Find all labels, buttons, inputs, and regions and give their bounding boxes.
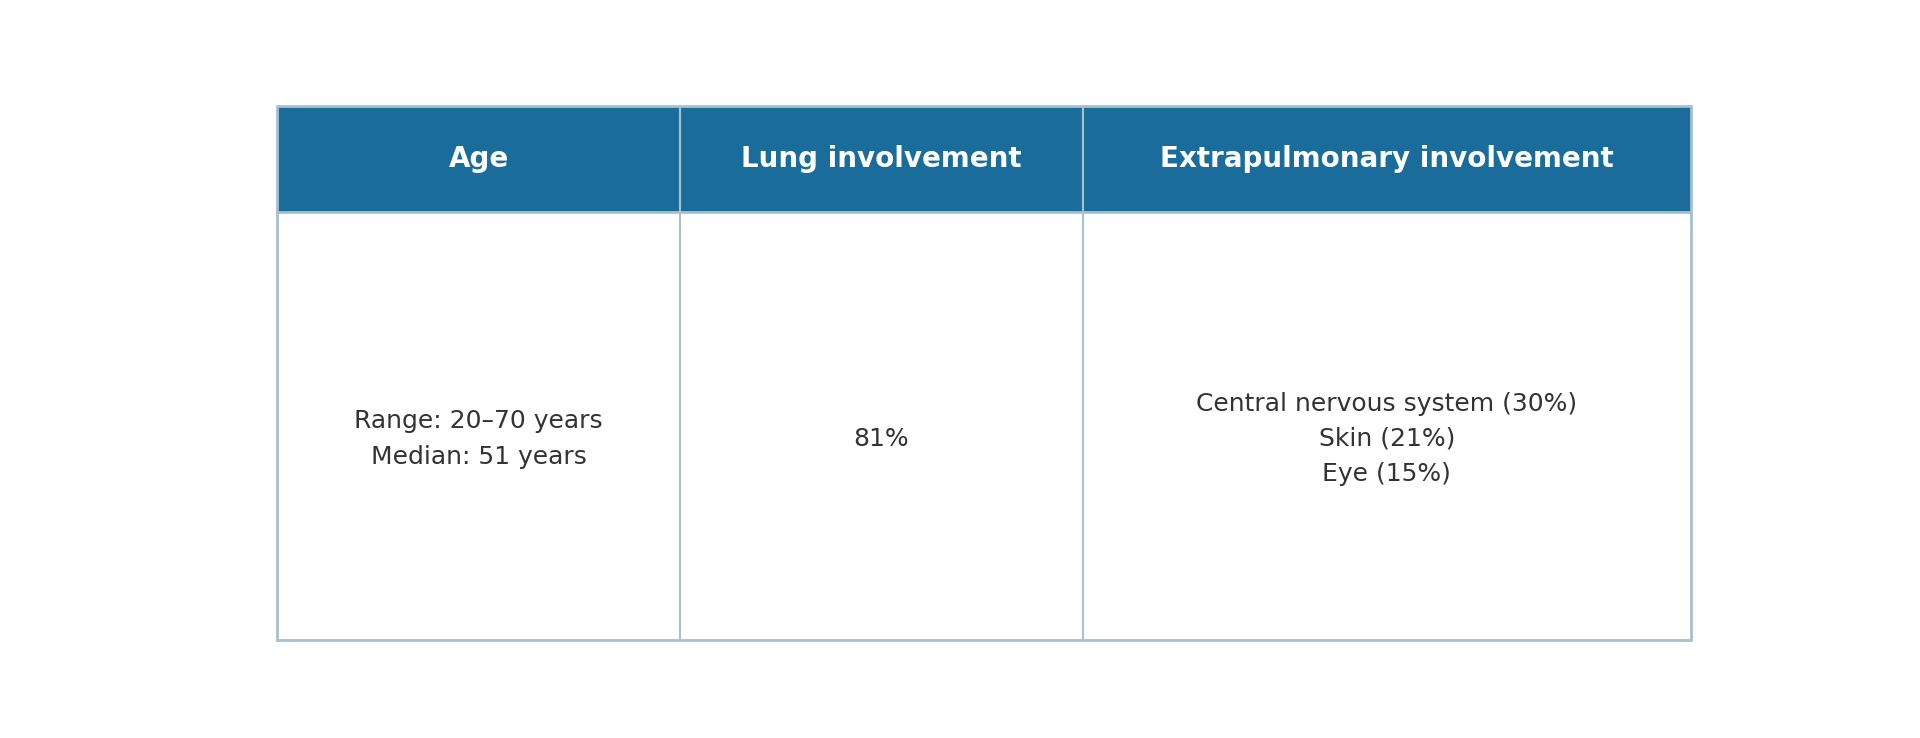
Text: Central nervous system (30%)
Skin (21%)
Eye (15%): Central nervous system (30%) Skin (21%) … [1196,392,1578,486]
Text: Lung involvement: Lung involvement [741,145,1021,173]
Text: Extrapulmonary involvement: Extrapulmonary involvement [1160,145,1613,173]
Text: Range: 20–70 years
Median: 51 years: Range: 20–70 years Median: 51 years [355,410,603,469]
Bar [276,213,1692,640]
Text: Age: Age [449,145,509,173]
Bar [276,106,1692,213]
Text: 81%: 81% [854,427,910,451]
